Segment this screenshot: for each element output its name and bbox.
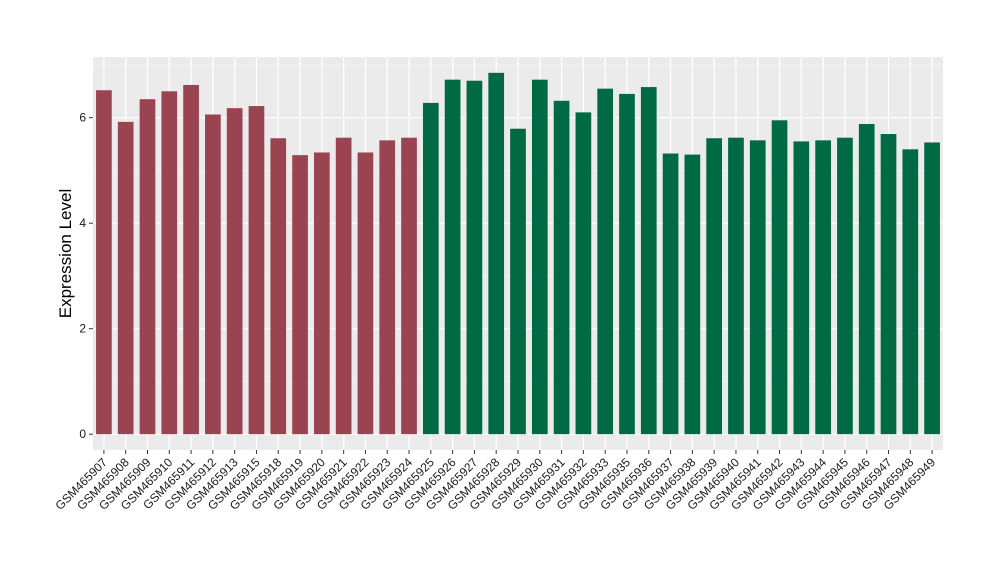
bar-GSM465925 [422,102,439,435]
bar-GSM465932 [575,112,592,435]
bars [96,72,940,435]
bar-GSM465935 [619,93,635,435]
bar-GSM465911 [183,84,199,435]
bar-GSM465908 [117,121,134,435]
bar-GSM465939 [706,138,722,435]
bar-GSM465918 [270,138,287,435]
bar-GSM465924 [401,137,417,435]
bar-GSM465941 [749,140,766,435]
bar-GSM465921 [335,137,352,435]
bar-GSM465922 [357,152,374,435]
bar-GSM465948 [902,149,919,435]
bar-GSM465933 [597,88,614,435]
y-axis-title: Expression Level [56,189,75,318]
y-tick-label: 6 [79,111,86,125]
bar-GSM465919 [292,155,308,435]
bar-GSM465943 [793,141,810,435]
bar-GSM465909 [139,99,156,435]
bar-GSM465928 [488,72,505,435]
bar-GSM465944 [815,140,831,435]
bar-GSM465912 [205,114,221,435]
bar-GSM465913 [226,108,243,435]
bar-GSM465938 [684,154,701,435]
bar-GSM465946 [858,123,875,435]
bar-GSM465940 [728,137,744,435]
bar-GSM465929 [510,128,526,435]
bar-GSM465945 [837,137,853,435]
bar-GSM465927 [466,80,483,435]
bar-GSM465947 [880,134,897,435]
bar-GSM465936 [640,87,657,435]
bar-GSM465910 [161,91,178,435]
y-tick-label: 4 [79,216,86,230]
bar-GSM465937 [662,153,679,435]
y-tick-label: 2 [79,322,86,336]
bar-GSM465949 [924,142,940,435]
bar-GSM465907 [96,90,112,435]
bar-GSM465920 [314,152,330,435]
bar-GSM465926 [444,79,461,435]
y-tick-label: 0 [79,427,86,441]
bar-GSM465931 [553,100,570,435]
bar-GSM465923 [379,140,396,435]
x-axis: GSM465907GSM465908GSM465909GSM465910GSM4… [52,450,938,513]
bar-GSM465942 [771,120,788,435]
y-axis: 0 2 4 6 [79,111,93,441]
bar-GSM465915 [248,106,265,435]
bar-GSM465930 [531,79,548,435]
